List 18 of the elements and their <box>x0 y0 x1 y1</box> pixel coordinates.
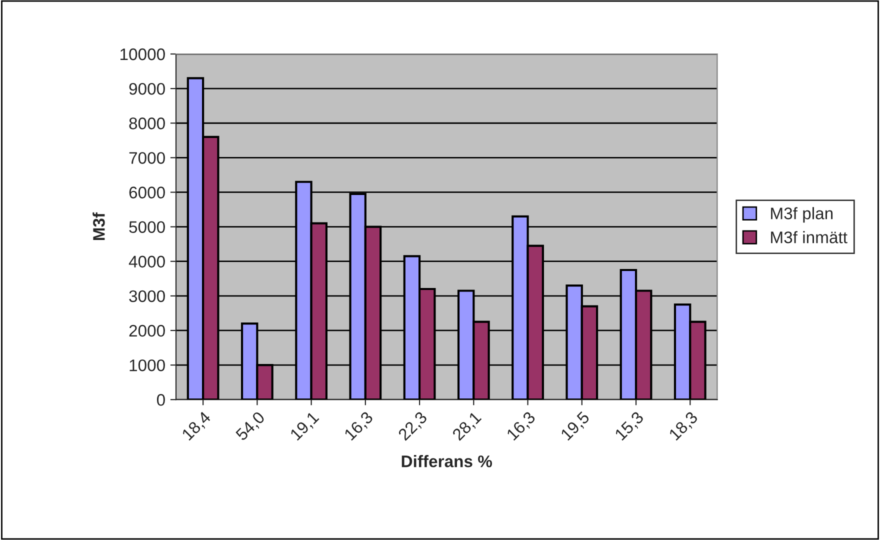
legend-label: M3f inmätt <box>771 231 848 244</box>
y-tick-label: 4000 <box>128 256 165 268</box>
x-tick-label: 19,1 <box>290 410 321 442</box>
y-tick-label: 6000 <box>129 186 165 198</box>
y-tick-label: 2000 <box>129 324 165 337</box>
y-tick-label: 9000 <box>129 82 165 95</box>
legend-label: M3f plan <box>771 207 833 223</box>
x-tick-label: 28,1 <box>452 410 484 442</box>
x-axis-title: Differans % <box>402 455 492 468</box>
y-tick-label: 7000 <box>129 152 165 164</box>
y-tick-label: 10000 <box>120 48 165 60</box>
y-axis-title: M3f <box>92 212 105 240</box>
x-tick-label: 54,0 <box>235 410 267 443</box>
y-tick-label: 1000 <box>130 359 165 372</box>
y-tick-label: 3000 <box>129 290 165 302</box>
y-tick-label: 0 <box>156 394 165 406</box>
y-tick-label: 5000 <box>129 221 165 234</box>
y-tick-label: 8000 <box>129 118 165 130</box>
